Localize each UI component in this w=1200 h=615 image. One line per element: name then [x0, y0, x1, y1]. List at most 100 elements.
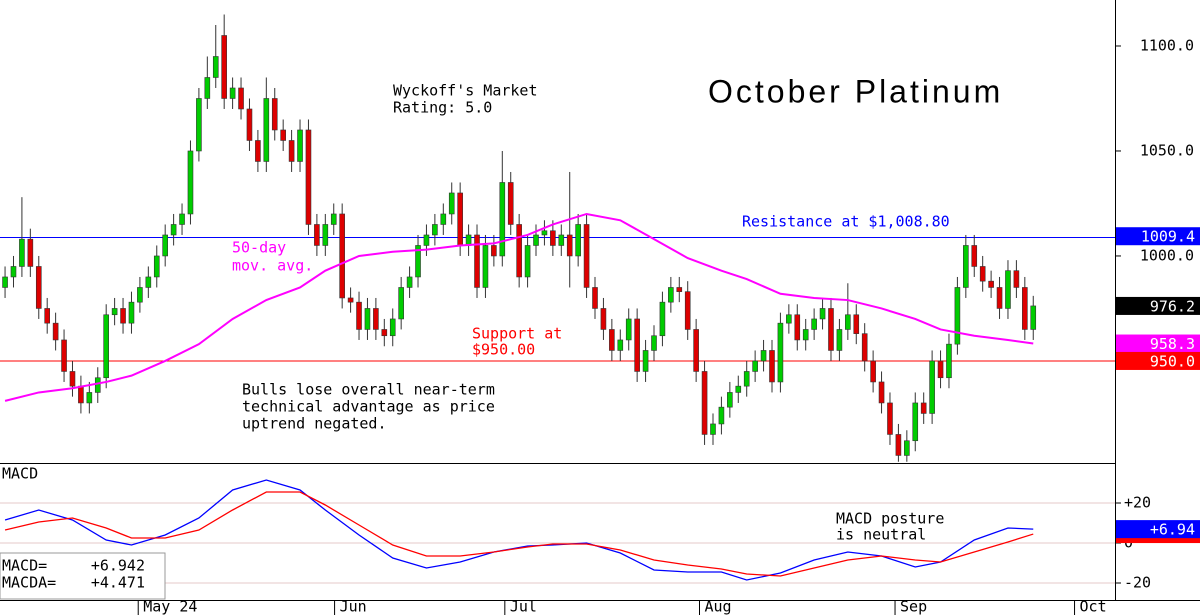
candle-body — [920, 402, 927, 414]
candle-body — [1013, 270, 1020, 288]
candle-body — [811, 318, 817, 330]
candle-body — [617, 339, 624, 351]
candle-body — [769, 350, 775, 383]
candle-body — [710, 423, 716, 435]
candle-body — [297, 129, 303, 162]
candle-body — [516, 224, 522, 278]
candle-body — [819, 308, 826, 320]
candle-body — [271, 98, 278, 131]
candle-body — [145, 276, 152, 288]
candle-body — [668, 287, 674, 303]
candle-body — [701, 371, 708, 435]
y-tick-label: 1100.0 — [1140, 36, 1194, 54]
candle-body — [743, 371, 750, 387]
level-label: Resistance at $1,008.80 — [742, 213, 950, 231]
candle-body — [440, 213, 447, 225]
candle-body — [162, 234, 168, 257]
x-tick-label: Aug — [705, 598, 732, 615]
annotation: Wyckoff's Market — [393, 82, 538, 100]
candle-body — [78, 385, 84, 404]
candle-body — [929, 360, 935, 414]
macd-title: MACD — [2, 465, 38, 483]
price-tag-label: 1009.4 — [1141, 228, 1195, 246]
candle-body — [836, 329, 843, 351]
candle-body — [314, 224, 320, 246]
candle-body — [870, 360, 876, 383]
candle-body — [558, 234, 565, 246]
candle-body — [246, 108, 253, 141]
candle-body — [196, 98, 202, 152]
candle-body — [187, 150, 194, 215]
price-tag — [1116, 227, 1200, 246]
candle-body — [651, 335, 657, 351]
candle-body — [802, 329, 809, 341]
candle-body — [963, 245, 969, 288]
candle-body — [634, 318, 640, 372]
y-tick-label: -20 — [1124, 574, 1151, 592]
price-tag-label: 976.2 — [1150, 297, 1195, 315]
candle-body — [212, 56, 219, 78]
readout-label: MACDA= — [2, 574, 56, 592]
readout-value: +4.471 — [91, 574, 145, 592]
candle-body — [786, 314, 792, 324]
candle-body — [398, 287, 404, 320]
candle-body — [1030, 305, 1037, 330]
macd-line — [4, 479, 1034, 581]
level-label: Support at — [472, 325, 562, 343]
candle-body — [684, 291, 691, 330]
candle-body — [1022, 287, 1028, 330]
candle-body — [128, 301, 135, 324]
value-tag — [1116, 520, 1200, 539]
annotation: is neutral — [836, 526, 926, 544]
candle-body — [103, 314, 109, 379]
candle-body — [861, 333, 868, 362]
moving-average-label: 50-day — [232, 239, 286, 257]
candle-body — [373, 308, 379, 330]
candle-body — [979, 266, 986, 282]
candle-body — [120, 308, 126, 324]
candle-body — [937, 360, 944, 379]
candle-body — [406, 276, 413, 288]
candle-body — [541, 230, 548, 236]
candle-body — [566, 234, 573, 257]
candle-body — [887, 402, 893, 435]
candle-body — [179, 213, 185, 225]
price-tag-label: 950.0 — [1150, 352, 1195, 370]
annotation: Rating: 5.0 — [393, 99, 492, 117]
readout-value: +6.942 — [91, 557, 145, 575]
candle-body — [389, 318, 396, 337]
candle-body — [904, 440, 910, 456]
readout-box — [0, 552, 166, 600]
candle-body — [94, 377, 101, 393]
candle-body — [27, 238, 34, 267]
candle-body — [339, 213, 345, 299]
candle-body — [288, 140, 295, 162]
candle-body — [229, 87, 236, 99]
candle-body — [676, 287, 683, 292]
x-tick-label: Jul — [510, 598, 537, 615]
price-tag — [1116, 351, 1200, 370]
candle-body — [946, 343, 952, 379]
candle-body — [1005, 270, 1011, 309]
candle-body — [61, 339, 67, 372]
candle-body — [878, 381, 885, 404]
candle-body — [507, 182, 514, 225]
candle-body — [35, 266, 42, 309]
candle-body — [609, 329, 615, 351]
candle-body — [912, 402, 919, 442]
y-tick-label: 1050.0 — [1140, 141, 1194, 159]
candle-body — [735, 385, 742, 393]
candle-body — [482, 245, 489, 288]
candle-body — [364, 308, 371, 330]
candle-body — [238, 87, 244, 110]
candle-body — [457, 192, 463, 246]
candle-body — [727, 392, 733, 408]
candle-body — [137, 287, 143, 303]
candle-body — [474, 234, 480, 288]
candle-body — [170, 224, 177, 236]
candle-body — [996, 287, 1003, 309]
annotation: MACD posture — [836, 510, 944, 528]
candle-body — [10, 266, 17, 278]
